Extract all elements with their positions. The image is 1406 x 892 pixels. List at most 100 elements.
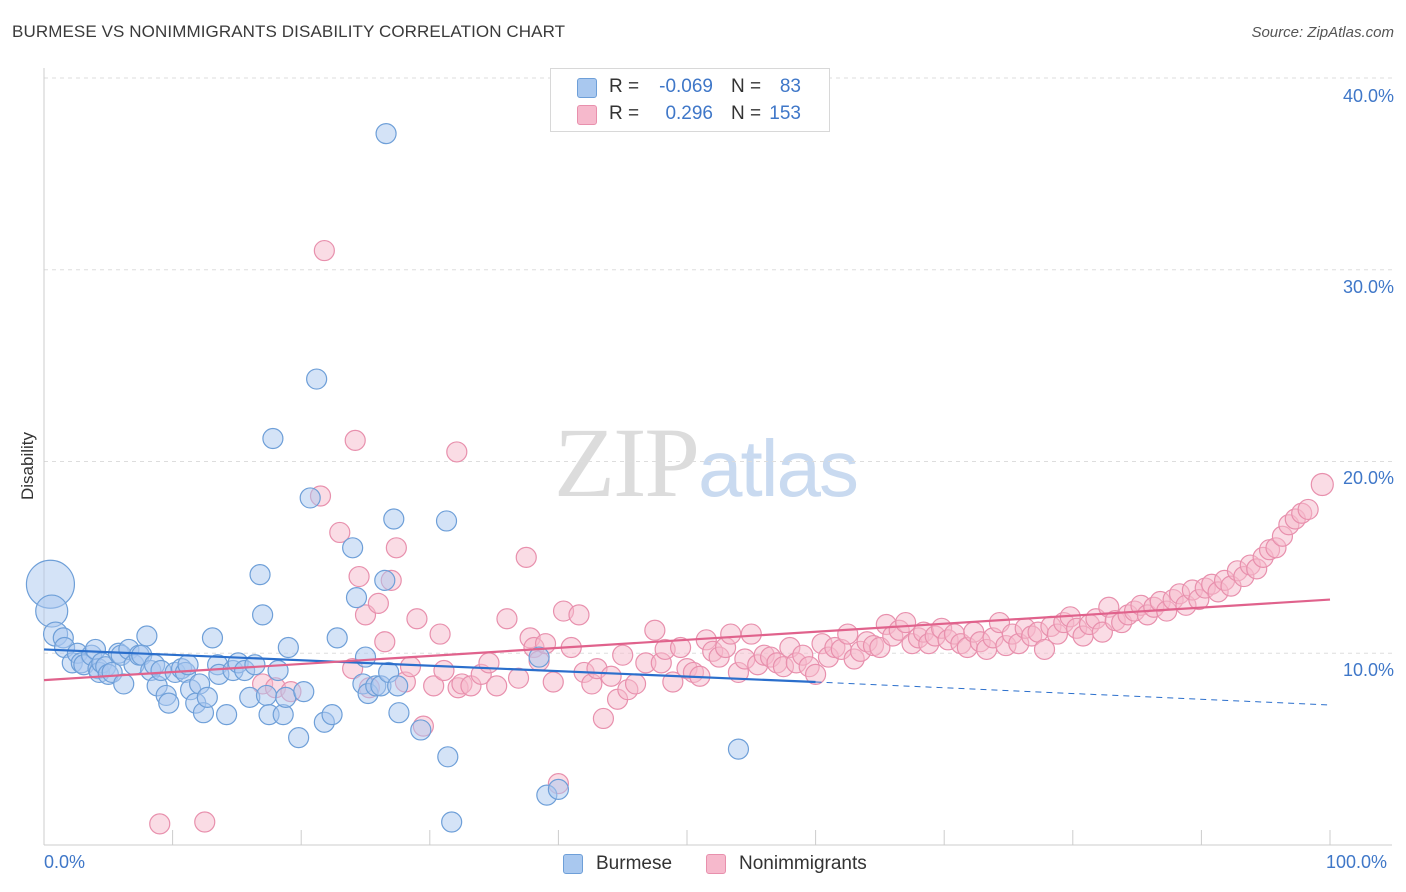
burmese-point xyxy=(321,704,343,726)
burmese-point xyxy=(374,569,396,591)
nonimmigrants-point xyxy=(644,619,666,641)
burmese-point xyxy=(387,675,409,697)
nonimmigrants-point xyxy=(568,604,590,626)
burmese-point xyxy=(267,659,289,682)
nonimmigrants-point xyxy=(423,675,445,697)
burmese-point xyxy=(299,487,321,509)
legend-label: Nonimmigrants xyxy=(739,853,867,874)
burmese-point xyxy=(306,368,328,390)
n-value: 153 xyxy=(769,103,801,124)
nonimmigrants-point xyxy=(313,239,335,262)
correlation-legend: R = -0.069 N = 83 R = 0.296 N = 153 xyxy=(550,68,830,132)
burmese-point xyxy=(255,684,278,707)
nonimmigrants-point xyxy=(624,673,647,695)
x-tick-label: 100.0% xyxy=(1326,852,1388,872)
nonimmigrants-point xyxy=(592,707,615,730)
burmese-point xyxy=(326,627,348,649)
nonimmigrants-point xyxy=(399,656,422,678)
y-tick-label: 10.0% xyxy=(1342,660,1394,680)
nonimmigrants-point xyxy=(895,611,917,634)
legend-row-nonimmigrants: R = 0.296 N = 153 xyxy=(551,101,829,129)
r-label: R = xyxy=(609,76,640,97)
burmese-point xyxy=(158,692,180,714)
burmese-point xyxy=(727,738,750,760)
watermark: ZIPatlas xyxy=(554,405,859,520)
y-axis-label: Disability xyxy=(18,431,37,501)
burmese-swatch xyxy=(563,854,583,874)
nonimmigrants-swatch xyxy=(706,854,726,874)
burmese-point xyxy=(262,427,284,450)
nonimmigrants-swatch xyxy=(577,105,597,125)
nonimmigrants-point xyxy=(149,813,171,835)
nonimmigrants-point xyxy=(496,608,518,630)
nonimmigrants-point xyxy=(486,675,508,697)
burmese-point xyxy=(244,654,266,676)
nonimmigrants-point xyxy=(507,667,530,689)
nonimmigrants-point xyxy=(344,429,366,452)
burmese-point xyxy=(383,508,405,530)
y-tick-label: 20.0% xyxy=(1342,468,1394,488)
burmese-point xyxy=(345,587,368,609)
y-tick-label: 40.0% xyxy=(1342,86,1394,106)
nonimmigrants-point xyxy=(433,659,455,682)
n-value: 83 xyxy=(779,76,801,97)
nonimmigrants-point xyxy=(385,537,407,559)
nonimmigrants-point xyxy=(740,623,762,645)
nonimmigrants-point xyxy=(804,663,827,685)
burmese-trend-line xyxy=(43,648,816,684)
burmese-point xyxy=(249,564,271,586)
nonimmigrants-point xyxy=(612,644,634,666)
nonimmigrants-point xyxy=(329,521,351,544)
burmese-point xyxy=(196,686,218,708)
series-legend: Burmese Nonimmigrants xyxy=(0,850,1406,880)
nonimmigrants-point xyxy=(194,811,216,833)
nonimmigrants-point xyxy=(406,608,428,630)
nonimmigrants-point xyxy=(837,623,859,645)
burmese-swatch xyxy=(577,78,597,98)
watermark-zip: ZIP xyxy=(554,407,700,518)
burmese-point xyxy=(435,510,458,532)
burmese-point xyxy=(277,636,299,659)
r-label: R = xyxy=(609,103,640,124)
legend-label: Burmese xyxy=(596,853,673,874)
burmese-point xyxy=(388,702,410,724)
burmese-point xyxy=(410,719,432,741)
nonimmigrants-point xyxy=(1033,638,1056,661)
nonimmigrants-point xyxy=(669,636,692,659)
burmese-point xyxy=(136,625,158,647)
burmese-point xyxy=(437,746,459,768)
burmese-point xyxy=(342,537,364,559)
r-value: -0.069 xyxy=(659,76,713,97)
y-tick-label: 30.0% xyxy=(1342,277,1394,297)
burmese-point xyxy=(216,704,238,726)
burmese-point xyxy=(441,811,463,833)
nonimmigrants-point xyxy=(600,665,622,687)
burmese-point xyxy=(201,627,224,649)
nonimmigrants-point xyxy=(542,671,564,693)
n-label: N = xyxy=(731,76,762,97)
legend-row-burmese: R = -0.069 N = 83 xyxy=(551,74,829,102)
nonimmigrants-point xyxy=(720,623,742,645)
burmese-point xyxy=(547,778,570,800)
burmese-point xyxy=(113,673,135,695)
r-value: 0.296 xyxy=(665,103,713,124)
burmese-point xyxy=(288,727,310,749)
nonimmigrants-point xyxy=(367,592,389,614)
nonimmigrants-trend-line xyxy=(43,598,1331,682)
nonimmigrants-point xyxy=(348,565,370,588)
burmese-point xyxy=(375,123,397,145)
nonimmigrants-point xyxy=(429,623,451,645)
nonimmigrants-point xyxy=(478,652,500,674)
burmese-point xyxy=(252,604,274,626)
burmese-point xyxy=(528,646,550,668)
burmese-trend-extension xyxy=(815,681,1331,706)
burmese-point xyxy=(275,686,297,708)
n-label: N = xyxy=(731,103,762,124)
x-tick-label: 0.0% xyxy=(44,852,86,872)
source-label: Source: ZipAtlas.com xyxy=(1251,24,1394,41)
watermark-atlas: atlas xyxy=(698,424,859,513)
chart-title: BURMESE VS NONIMMIGRANTS DISABILITY CORR… xyxy=(12,22,566,41)
nonimmigrants-point xyxy=(1310,472,1334,497)
nonimmigrants-point xyxy=(515,546,537,568)
